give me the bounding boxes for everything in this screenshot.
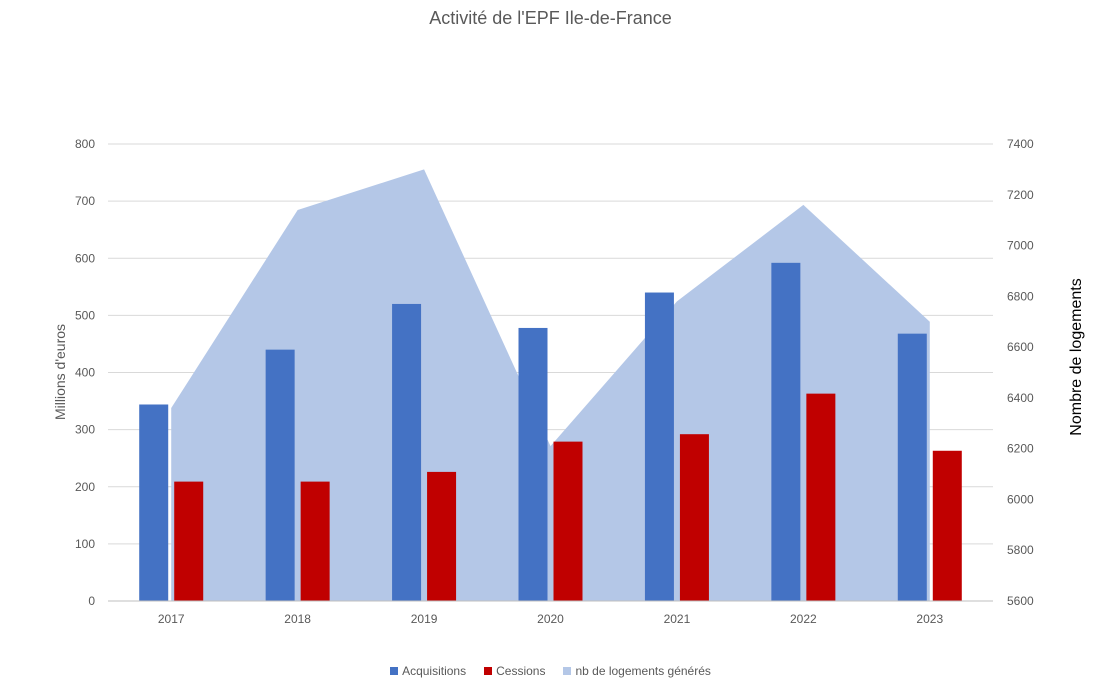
x-axis: 2017 2018 2019 2020 2021 2022 2023 <box>108 600 993 626</box>
x-tick-label: 2023 <box>916 612 943 626</box>
bar-acquisitions-2017 <box>139 404 169 601</box>
y-tick-label-right: 6200 <box>1007 442 1034 456</box>
legend-item-acquisitions: Acquisitions <box>390 664 466 678</box>
x-tick-label: 2021 <box>664 612 691 626</box>
x-tick-label: 2017 <box>158 612 185 626</box>
chart-title: Activité de l'EPF Ile-de-France <box>429 8 672 28</box>
y-tick-label-right: 6600 <box>1007 340 1034 354</box>
legend-swatch-logements <box>563 667 572 675</box>
bar-cessions-2017 <box>174 481 204 601</box>
bars-layer <box>139 262 962 601</box>
y-tick-label-left: 600 <box>75 251 95 265</box>
legend-item-logements: nb de logements générés <box>563 664 711 678</box>
y-tick-label-left: 400 <box>75 366 95 380</box>
legend-label-logements: nb de logements générés <box>575 664 711 678</box>
bar-cessions-2021 <box>679 434 709 601</box>
y-tick-label-right: 5600 <box>1007 594 1034 608</box>
legend: Acquisitions Cessions nb de logements gé… <box>0 664 1101 678</box>
legend-item-cessions: Cessions <box>484 664 545 678</box>
y-tick-label-left: 100 <box>75 537 95 551</box>
legend-swatch-cessions <box>484 667 493 675</box>
bar-acquisitions-2019 <box>392 303 422 601</box>
legend-swatch-acquisitions <box>390 667 399 675</box>
y-tick-label-left: 800 <box>75 137 95 151</box>
bar-cessions-2018 <box>300 481 330 601</box>
y-axis-label-left: Millions d'euros <box>52 323 68 421</box>
y-tick-label-left: 500 <box>75 308 95 322</box>
right-axis: 5600 5800 6000 6200 6400 6600 6800 7000 7200 7400 <box>1007 137 1034 608</box>
bar-acquisitions-2021 <box>644 292 674 601</box>
series-nb-de-logements-generes-area <box>171 169 930 601</box>
area-layer <box>171 169 930 601</box>
y-tick-label-right: 6800 <box>1007 289 1034 303</box>
bar-acquisitions-2023 <box>897 333 927 601</box>
y-tick-label-right: 7400 <box>1007 137 1034 151</box>
y-axis-label-right: Nombre de logements <box>1068 278 1085 436</box>
bar-cessions-2023 <box>932 450 962 601</box>
y-tick-label-right: 6400 <box>1007 391 1034 405</box>
left-axis: 0 100 200 300 400 500 600 700 800 <box>75 137 95 608</box>
y-tick-label-left: 300 <box>75 423 95 437</box>
y-tick-label-right: 7000 <box>1007 239 1034 253</box>
y-tick-label-left: 0 <box>88 594 95 608</box>
bar-cessions-2020 <box>553 441 583 601</box>
y-tick-label-right: 5800 <box>1007 543 1034 557</box>
bar-acquisitions-2022 <box>771 262 801 601</box>
y-tick-label-right: 7200 <box>1007 188 1034 202</box>
x-tick-label: 2019 <box>411 612 438 626</box>
bar-acquisitions-2020 <box>518 327 548 601</box>
bar-cessions-2022 <box>806 393 836 601</box>
x-tick-label: 2018 <box>284 612 311 626</box>
y-tick-label-left: 700 <box>75 194 95 208</box>
legend-label-acquisitions: Acquisitions <box>402 664 467 678</box>
bar-cessions-2019 <box>427 471 457 601</box>
y-tick-label-right: 6000 <box>1007 492 1034 506</box>
bar-acquisitions-2018 <box>265 349 295 601</box>
x-tick-label: 2020 <box>537 612 564 626</box>
y-tick-label-left: 200 <box>75 480 95 494</box>
x-tick-label: 2022 <box>790 612 817 626</box>
legend-label-cessions: Cessions <box>496 664 546 678</box>
